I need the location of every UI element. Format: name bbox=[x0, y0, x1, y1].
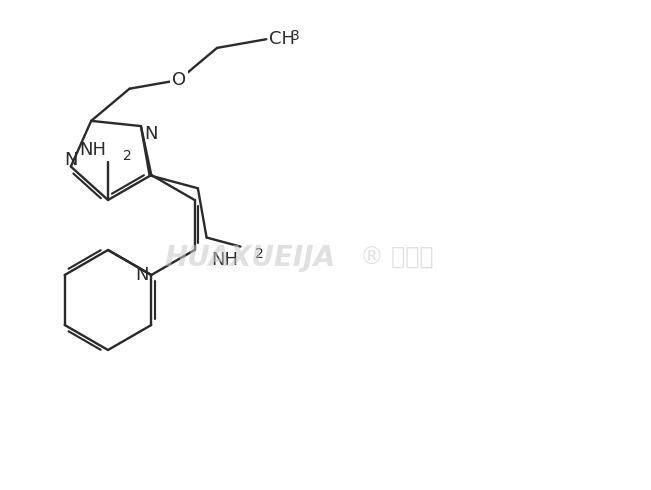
Text: CH: CH bbox=[270, 30, 296, 48]
Text: O: O bbox=[172, 71, 186, 89]
Text: N: N bbox=[64, 150, 77, 169]
Text: NH: NH bbox=[79, 141, 106, 159]
Text: HUAXUEIJA: HUAXUEIJA bbox=[165, 244, 335, 272]
Text: 3: 3 bbox=[291, 29, 300, 43]
Text: 2: 2 bbox=[123, 149, 132, 163]
Text: ® 化学加: ® 化学加 bbox=[360, 246, 434, 270]
Text: N: N bbox=[135, 266, 148, 284]
Text: NH: NH bbox=[212, 250, 238, 269]
Text: N: N bbox=[144, 125, 158, 143]
Text: 2: 2 bbox=[255, 246, 264, 261]
